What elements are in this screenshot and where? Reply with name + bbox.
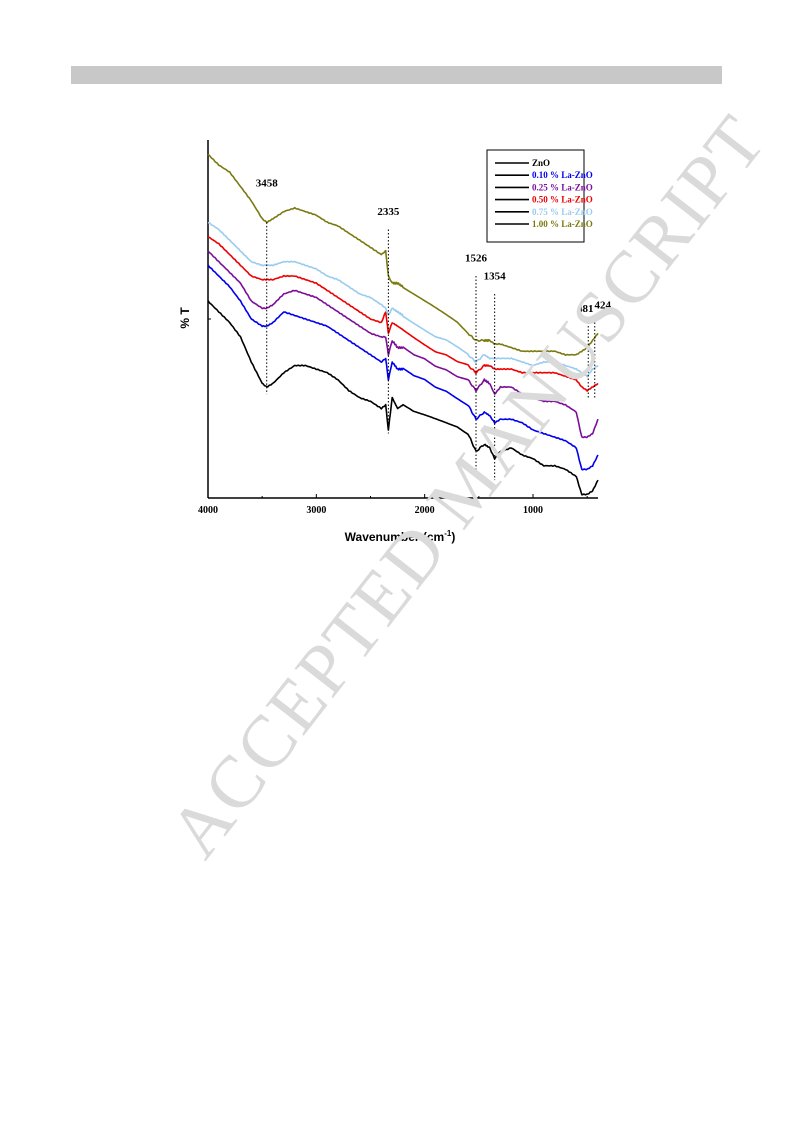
series-line-5 <box>207 153 599 356</box>
header-bar <box>71 66 722 84</box>
legend: ZnO 0.10 % La-ZnO 0.25 % La-ZnO 0.50 % La-Z… <box>486 149 593 243</box>
legend-entry: 0.25 % La-ZnO <box>532 182 593 192</box>
peak-label: 481 <box>577 303 594 315</box>
series-line-3 <box>207 236 599 392</box>
peak-markers: 3458 2335 1526 1354 481 424 <box>256 178 612 481</box>
peak-label: 1354 <box>484 271 507 283</box>
series-line-2 <box>207 250 599 439</box>
y-axis-label: % T <box>178 307 192 329</box>
legend-entry: 0.75 % La-ZnO <box>532 207 593 217</box>
series-line-4 <box>207 221 599 378</box>
x-tick-label: 1000 <box>523 505 543 516</box>
legend-entry: ZnO <box>532 158 550 168</box>
x-axis-label: Wavenumber (cm-1) <box>345 529 456 544</box>
peak-label: 1526 <box>465 253 488 265</box>
series-line-0 <box>207 300 599 496</box>
legend-box <box>486 149 585 243</box>
legend-entry: 0.10 % La-ZnO <box>532 170 593 180</box>
peak-label: 424 <box>595 299 612 311</box>
x-tick-label: 2000 <box>415 505 435 516</box>
series-line-1 <box>207 264 599 471</box>
x-tick-label: 4000 <box>198 505 218 516</box>
peak-label: 3458 <box>256 178 279 190</box>
legend-entry: 0.50 % La-ZnO <box>532 195 593 205</box>
x-tick-label: 3000 <box>306 505 326 516</box>
peak-label: 2335 <box>377 206 400 218</box>
series-layer <box>207 153 599 496</box>
axes: 4000 3000 2000 1000 <box>198 140 598 516</box>
legend-entry: 1.00 % La-ZnO <box>532 219 593 229</box>
